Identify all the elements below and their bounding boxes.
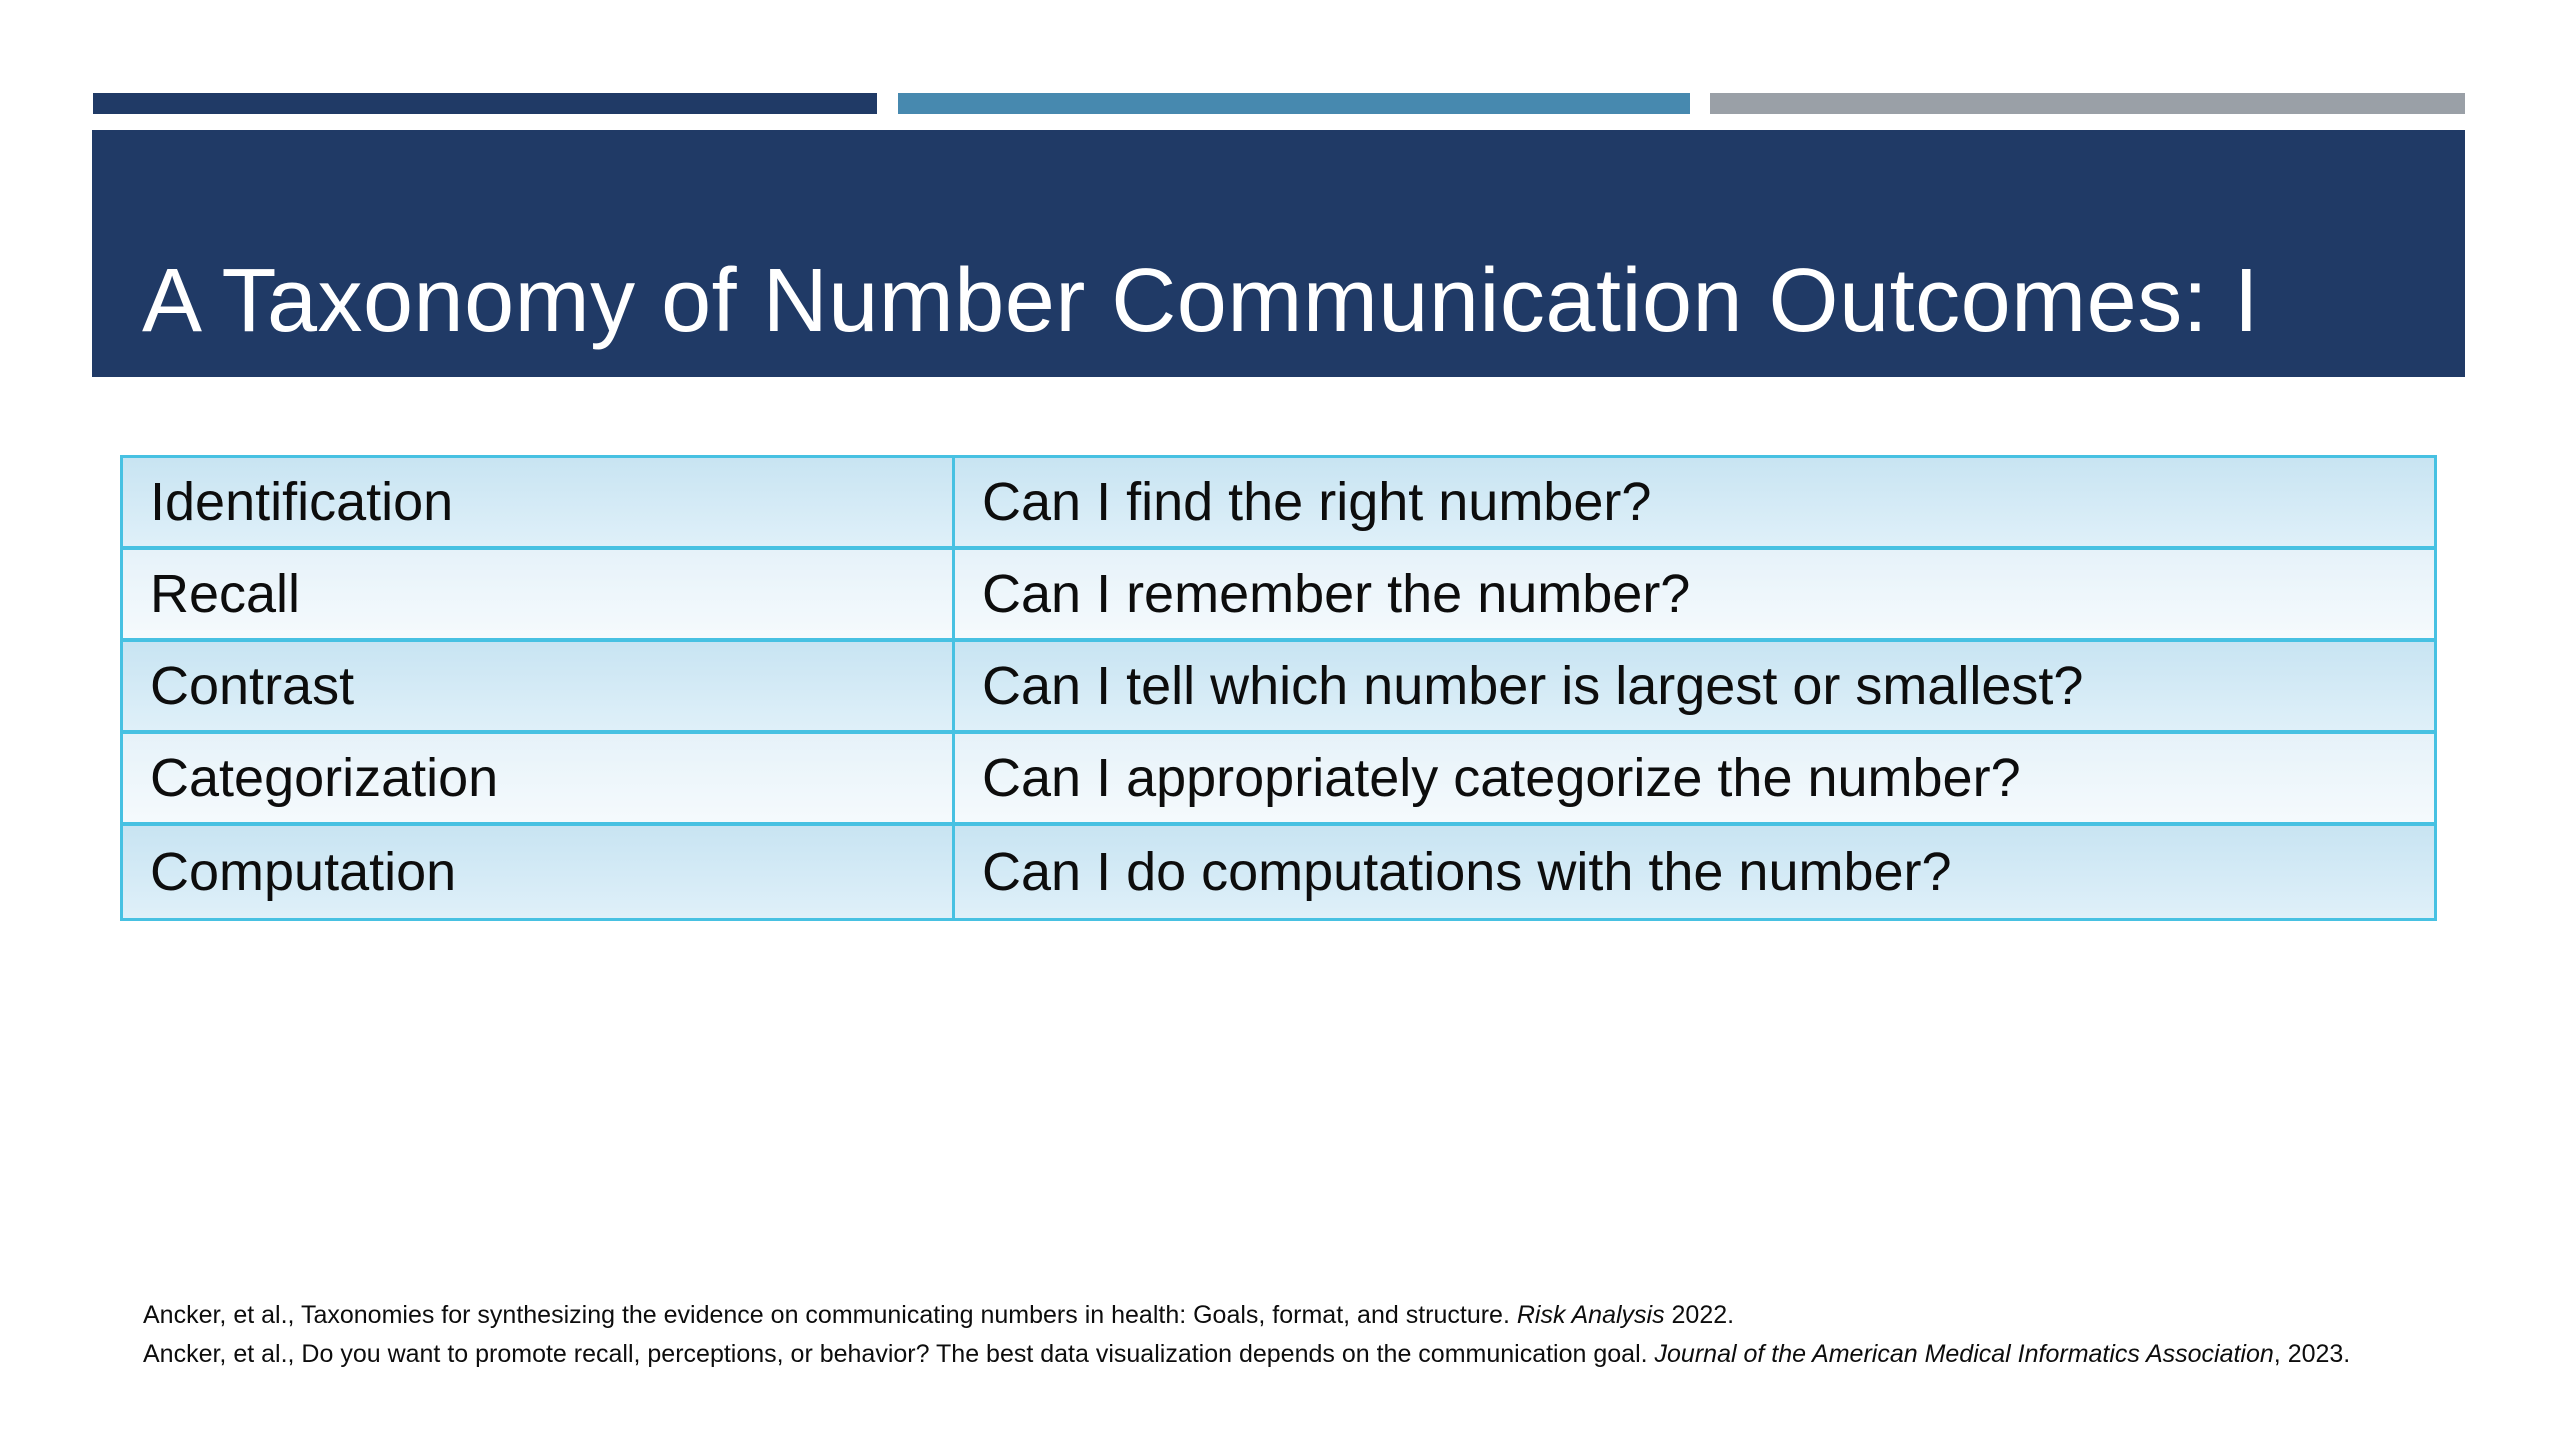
table-row: Recall Can I remember the number? <box>123 550 2434 642</box>
accent-bar-blue <box>898 93 1690 114</box>
outcome-question-cell: Can I appropriately categorize the numbe… <box>952 734 2434 822</box>
outcome-term-cell: Recall <box>150 564 301 624</box>
taxonomy-table: Identification Can I find the right numb… <box>120 455 2437 921</box>
citation-text: , 2023. <box>2273 1340 2351 1368</box>
citation-text: Ancker, et al., Taxonomies for synthesiz… <box>143 1301 1517 1329</box>
outcome-question-cell: Can I find the right number? <box>952 458 2434 546</box>
table-row: Identification Can I find the right numb… <box>123 458 2434 550</box>
outcome-term-cell: Categorization <box>150 748 499 808</box>
outcome-term-cell: Contrast <box>150 656 355 716</box>
table-row: Contrast Can I tell which number is larg… <box>123 642 2434 734</box>
slide-title: A Taxonomy of Number Communication Outco… <box>142 251 2260 351</box>
footnote-citation-1: Ancker, et al., Taxonomies for synthesiz… <box>143 1296 2433 1335</box>
footnote-citation-2: Ancker, et al., Do you want to promote r… <box>143 1335 2433 1374</box>
accent-bar-navy <box>93 93 877 114</box>
citation-text: Ancker, et al., Do you want to promote r… <box>143 1340 1655 1368</box>
journal-name: Risk Analysis <box>1516 1301 1665 1329</box>
citation-text: 2022. <box>1664 1301 1735 1329</box>
footnotes: Ancker, et al., Taxonomies for synthesiz… <box>143 1296 2433 1374</box>
outcome-question-cell: Can I do computations with the number? <box>952 826 2434 918</box>
outcome-question-cell: Can I remember the number? <box>952 550 2434 638</box>
accent-bar-gray <box>1710 93 2465 114</box>
outcome-question-cell: Can I tell which number is largest or sm… <box>952 642 2434 730</box>
title-banner: A Taxonomy of Number Communication Outco… <box>92 130 2465 377</box>
table-row: Categorization Can I appropriately categ… <box>123 734 2434 826</box>
outcome-term-cell: Identification <box>150 472 454 532</box>
journal-name: Journal of the American Medical Informat… <box>1654 1340 2274 1368</box>
table-row: Computation Can I do computations with t… <box>123 826 2434 918</box>
outcome-term-cell: Computation <box>150 842 457 902</box>
